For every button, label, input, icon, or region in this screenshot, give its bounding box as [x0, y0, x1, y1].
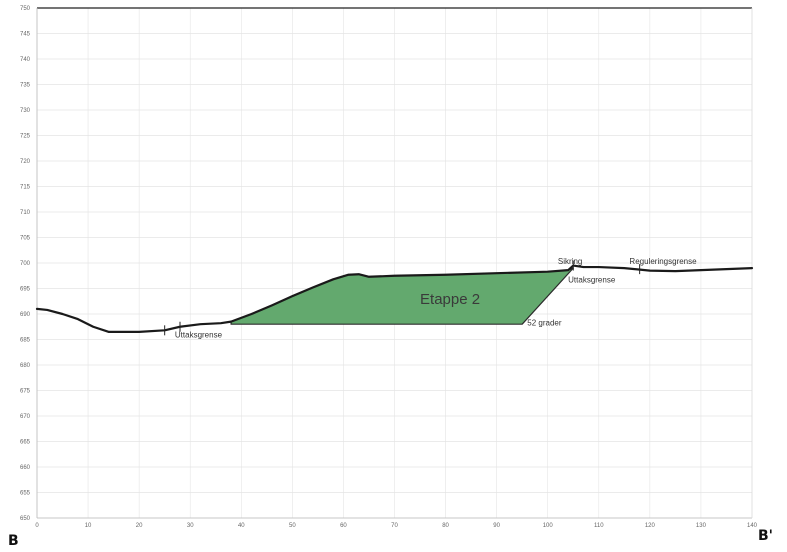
y-tick-label: 675 [20, 389, 31, 395]
y-tick-label: 655 [20, 491, 31, 497]
x-tick-label: 120 [645, 523, 656, 529]
x-tick-label: 100 [543, 523, 554, 529]
y-tick-label: 650 [20, 516, 31, 522]
annotation-label: Reguleringsgrense [629, 257, 697, 266]
terrain-line [35, 264, 754, 333]
x-tick-label: 20 [136, 523, 143, 529]
x-tick-label: 10 [85, 523, 92, 529]
x-tick-label: 70 [391, 523, 398, 529]
section-end-label: B' [758, 528, 773, 544]
y-tick-label: 665 [20, 440, 31, 446]
y-tick-label: 690 [20, 312, 31, 318]
y-tick-label: 710 [20, 210, 31, 216]
x-tick-label: 130 [696, 523, 707, 529]
x-tick-label: 60 [340, 523, 347, 529]
x-tick-label: 90 [493, 523, 500, 529]
x-tick-label: 0 [35, 523, 39, 529]
y-tick-label: 715 [20, 185, 31, 191]
x-tick-label: 80 [442, 523, 449, 529]
x-tick-label: 40 [238, 523, 245, 529]
y-tick-label: 700 [20, 261, 31, 267]
y-tick-label: 705 [20, 236, 31, 242]
annotation-label: Sikring [558, 257, 582, 266]
y-tick-label: 745 [20, 32, 31, 38]
y-tick-label: 720 [20, 159, 31, 165]
x-tick-label: 50 [289, 523, 296, 529]
annotation-label: Uttaksgrense [568, 275, 616, 284]
annotation-label: Uttaksgrense [175, 330, 223, 339]
area-label: Etappe 2 [420, 291, 480, 308]
y-tick-label: 735 [20, 83, 31, 89]
y-tick-label: 740 [20, 57, 31, 63]
x-tick-label: 110 [594, 523, 604, 529]
y-tick-label: 685 [20, 338, 31, 344]
annotation-label: 52 grader [527, 319, 562, 328]
y-tick-label: 695 [20, 287, 31, 293]
section-start-label: B [8, 533, 19, 549]
x-tick-label: 140 [747, 523, 758, 529]
y-tick-label: 750 [20, 6, 31, 12]
y-tick-label: 680 [20, 363, 31, 369]
y-tick-label: 725 [20, 134, 31, 140]
x-tick-label: 30 [187, 523, 194, 529]
y-tick-label: 670 [20, 414, 31, 420]
y-tick-label: 660 [20, 465, 31, 471]
y-tick-label: 730 [20, 108, 31, 114]
